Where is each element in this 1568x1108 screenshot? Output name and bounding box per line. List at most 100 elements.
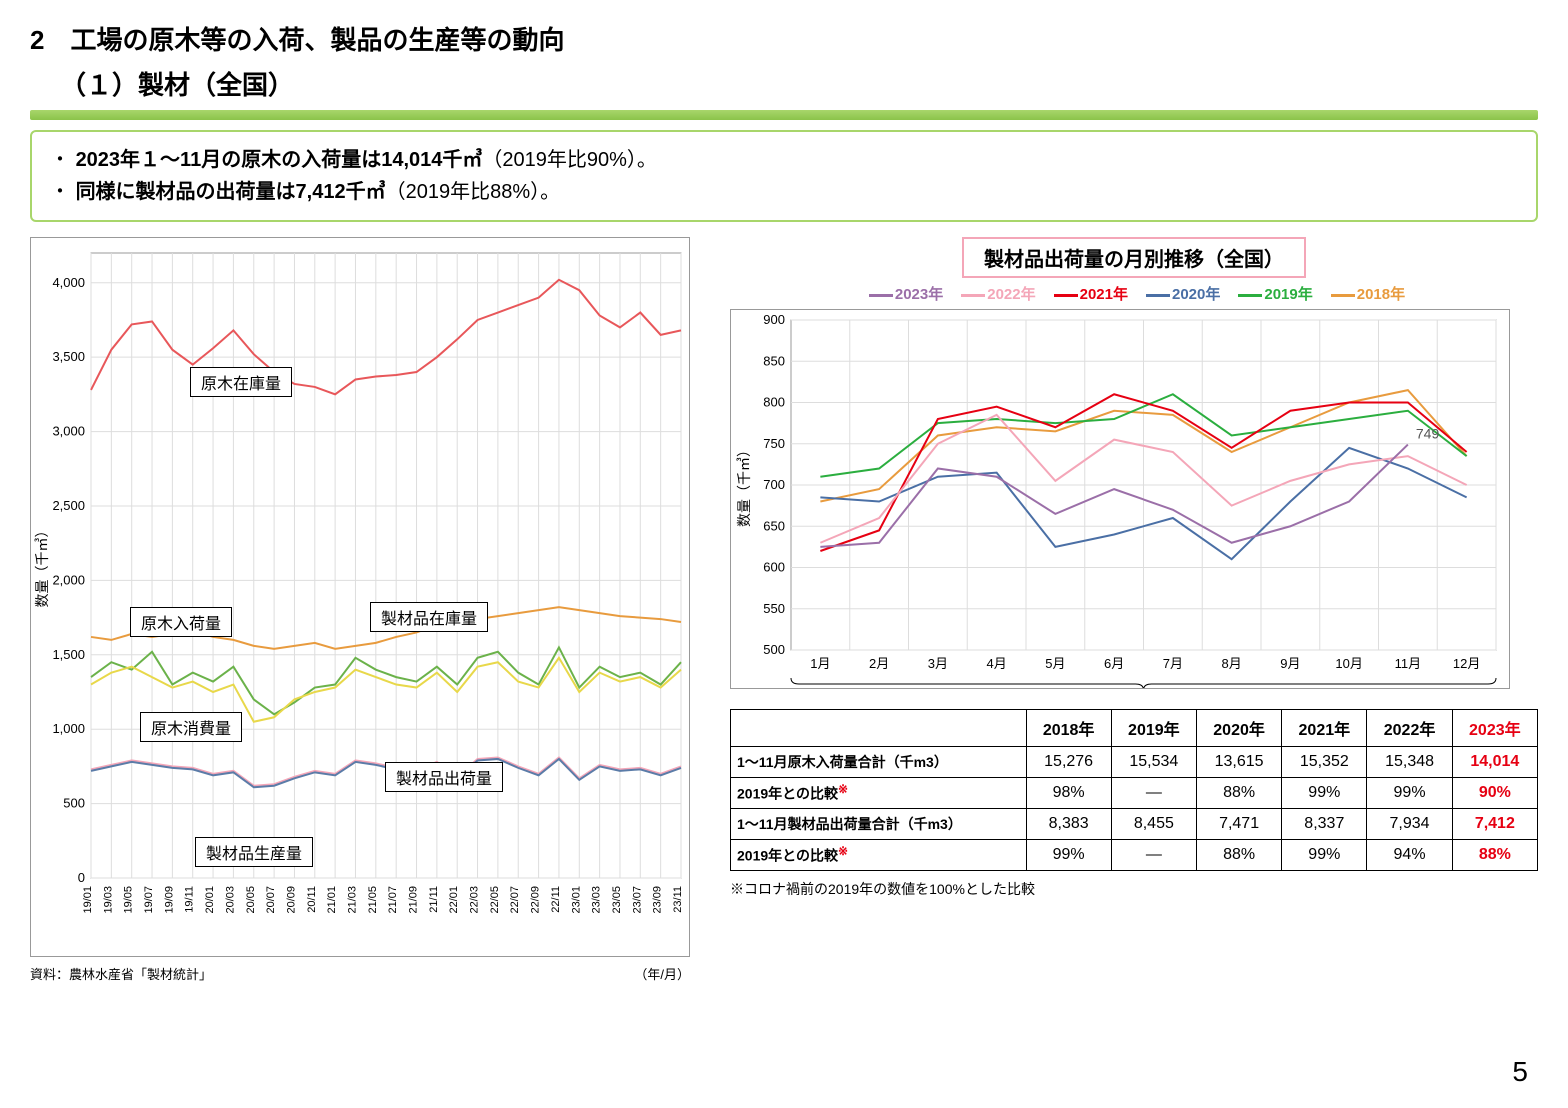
svg-text:22/05: 22/05: [489, 886, 501, 914]
svg-text:4,000: 4,000: [52, 275, 85, 290]
svg-text:20/09: 20/09: [285, 886, 297, 914]
svg-text:7月: 7月: [1163, 656, 1183, 671]
svg-text:21/07: 21/07: [387, 886, 399, 914]
green-divider: [30, 110, 1538, 120]
bullet: ・: [50, 149, 76, 171]
svg-text:22/07: 22/07: [509, 886, 521, 914]
table-cell: 88%: [1196, 840, 1281, 871]
table-cell: 7,412: [1452, 809, 1537, 840]
svg-text:22/01: 22/01: [448, 886, 460, 914]
table-cell: 99%: [1026, 840, 1111, 871]
table-cell: 13,615: [1196, 747, 1281, 778]
svg-text:3,000: 3,000: [52, 424, 85, 439]
left-column: 0 500 1,000 1,500 2,000 2,500 3,000 3,500 4,000 1…: [30, 237, 710, 983]
svg-text:1,500: 1,500: [52, 647, 85, 662]
table-cell: 15,534: [1111, 747, 1196, 778]
right-chart-svg: 5005506006507007508008509001月2月3月4月5月6月7…: [730, 309, 1510, 689]
svg-text:800: 800: [763, 395, 785, 410]
table-header: 2020年: [1196, 710, 1281, 747]
table-header: 2019年: [1111, 710, 1196, 747]
series-label: 原木入荷量: [130, 607, 232, 637]
summary-bold-1: 2023年１～11月の原木の入荷量は14,014千㎥: [76, 149, 483, 171]
svg-text:750: 750: [763, 436, 785, 451]
svg-text:22/09: 22/09: [530, 886, 542, 914]
table-cell: 15,276: [1026, 747, 1111, 778]
table-cell: —: [1111, 840, 1196, 871]
legend-item: 2020年: [1140, 286, 1220, 303]
svg-text:650: 650: [763, 518, 785, 533]
table-note: ※コロナ禍前の2019年の数値を100%とした比較: [730, 879, 1538, 899]
summary-bold-2: 同様に製材品の出荷量は7,412千㎥: [76, 181, 386, 203]
legend-item: 2023年: [863, 286, 943, 303]
svg-text:23/11: 23/11: [672, 886, 684, 913]
svg-text:600: 600: [763, 560, 785, 575]
right-column: 製材品出荷量の月別推移（全国） 2023年2022年2021年2020年2019…: [730, 237, 1538, 983]
svg-text:21/03: 21/03: [346, 886, 358, 914]
svg-text:5月: 5月: [1045, 656, 1065, 671]
svg-text:850: 850: [763, 353, 785, 368]
table-header: [731, 710, 1027, 747]
svg-text:19/05: 19/05: [123, 886, 135, 914]
svg-text:19/11: 19/11: [184, 886, 196, 913]
legend-item: 2019年: [1232, 286, 1312, 303]
table-header: 2023年: [1452, 710, 1537, 747]
svg-text:6月: 6月: [1104, 656, 1124, 671]
svg-text:700: 700: [763, 477, 785, 492]
svg-text:1,000: 1,000: [52, 721, 85, 736]
svg-text:9月: 9月: [1280, 656, 1300, 671]
svg-text:500: 500: [63, 796, 85, 811]
svg-text:1月: 1月: [810, 656, 830, 671]
svg-text:550: 550: [763, 601, 785, 616]
section-number: 2: [30, 25, 44, 55]
svg-text:12月: 12月: [1453, 656, 1480, 671]
svg-text:2月: 2月: [869, 656, 889, 671]
svg-text:20/05: 20/05: [245, 886, 257, 914]
table-header: 2021年: [1282, 710, 1367, 747]
svg-text:23/07: 23/07: [631, 886, 643, 914]
table-cell: 90%: [1452, 778, 1537, 809]
svg-text:21/09: 21/09: [408, 886, 420, 914]
svg-text:8月: 8月: [1222, 656, 1242, 671]
table-row-header: 1～11月原木入荷量合計（千m3）: [731, 747, 1027, 778]
table-row-header: 2019年との比較※: [731, 778, 1027, 809]
table-cell: 88%: [1452, 840, 1537, 871]
series-label: 原木消費量: [140, 712, 242, 742]
svg-text:2,500: 2,500: [52, 498, 85, 513]
table-cell: 8,337: [1282, 809, 1367, 840]
svg-text:3,500: 3,500: [52, 349, 85, 364]
table-cell: 98%: [1026, 778, 1111, 809]
summary-rest-1: （2019年比90%）。: [482, 149, 657, 171]
table-cell: 8,455: [1111, 809, 1196, 840]
legend-item: 2022年: [955, 286, 1035, 303]
svg-text:10月: 10月: [1335, 656, 1362, 671]
svg-text:3月: 3月: [928, 656, 948, 671]
table-cell: 94%: [1367, 840, 1452, 871]
right-chart: 5005506006507007508008509001月2月3月4月5月6月7…: [730, 309, 1538, 694]
table-cell: 99%: [1367, 778, 1452, 809]
legend-item: 2018年: [1325, 286, 1405, 303]
svg-text:900: 900: [763, 312, 785, 327]
table-header: 2018年: [1026, 710, 1111, 747]
svg-text:数量（千㎥）: 数量（千㎥）: [34, 524, 50, 608]
svg-text:21/01: 21/01: [326, 886, 338, 914]
table-header: 2022年: [1367, 710, 1452, 747]
svg-text:4月: 4月: [987, 656, 1007, 671]
section-title-text: 工場の原木等の入荷、製品の生産等の動向: [70, 25, 564, 55]
svg-text:21/05: 21/05: [367, 886, 379, 914]
series-label: 製材品在庫量: [370, 602, 488, 632]
svg-text:749: 749: [1416, 426, 1440, 442]
table-cell: 7,934: [1367, 809, 1452, 840]
svg-text:23/09: 23/09: [652, 886, 664, 914]
svg-text:20/03: 20/03: [224, 886, 236, 914]
svg-text:20/11: 20/11: [306, 886, 318, 913]
svg-text:数量（千㎥）: 数量（千㎥）: [736, 443, 752, 527]
svg-text:0: 0: [78, 870, 85, 885]
summary-box: ・ 2023年１～11月の原木の入荷量は14,014千㎥（2019年比90%）。…: [30, 130, 1538, 222]
svg-text:20/07: 20/07: [265, 886, 277, 914]
svg-text:19/01: 19/01: [82, 886, 94, 914]
svg-text:11月: 11月: [1395, 656, 1422, 671]
table-cell: 15,352: [1282, 747, 1367, 778]
section-header: 2 工場の原木等の入荷、製品の生産等の動向 （１）製材（全国）: [30, 20, 1538, 102]
svg-text:2,000: 2,000: [52, 572, 85, 587]
content-row: 0 500 1,000 1,500 2,000 2,500 3,000 3,500 4,000 1…: [30, 237, 1538, 983]
